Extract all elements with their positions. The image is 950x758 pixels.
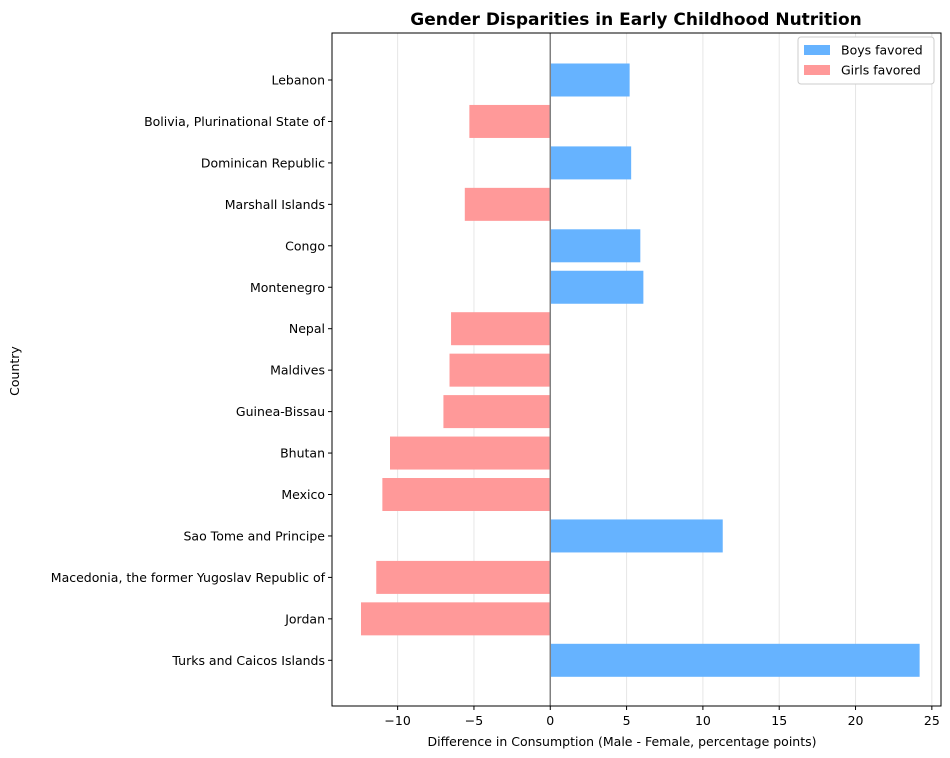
y-tick-label: Mexico — [281, 487, 325, 502]
plot-frame — [331, 32, 942, 707]
legend-swatch-girls — [804, 65, 830, 75]
y-axis: Lebanon Bolivia, Plurinational State of Do… — [51, 73, 332, 668]
y-tick-label: Congo — [285, 238, 325, 253]
y-tick-label: Marshall Islands — [225, 197, 325, 212]
bar-nepal — [451, 312, 551, 346]
bar-mexico — [382, 478, 551, 511]
legend-label-girls: Girls favored — [841, 63, 921, 78]
bar-lebanon — [550, 63, 630, 97]
x-tick-label: −10 — [384, 713, 410, 728]
y-tick-label: Bhutan — [280, 446, 325, 461]
y-tick-label: Dominican Republic — [201, 155, 325, 170]
x-tick-label: 10 — [695, 713, 711, 728]
legend-box — [797, 36, 935, 85]
legend: Boys favored Girls favored — [797, 36, 935, 85]
legend-swatch-boys — [804, 45, 830, 55]
y-tick-label: Guinea-Bissau — [236, 404, 325, 419]
y-tick-label: Jordan — [284, 611, 325, 626]
y-tick-label: Montenegro — [250, 280, 325, 295]
y-tick-label: Macedonia, the former Yugoslav Republic … — [51, 570, 326, 585]
legend-label-boys: Boys favored — [841, 43, 923, 58]
bar-montenegro — [550, 270, 644, 304]
y-tick-label: Sao Tome and Principe — [183, 528, 325, 543]
x-tick-label: 0 — [546, 713, 554, 728]
y-tick-label: Turks and Caicos Islands — [171, 653, 325, 668]
bar-bolivia-plurinational-state-of — [469, 104, 551, 138]
bars-layer — [361, 63, 920, 677]
bar-marshall-islands — [464, 187, 551, 221]
bar-bhutan — [390, 436, 551, 470]
x-tick-label: 25 — [924, 713, 940, 728]
y-tick-label: Maldives — [270, 363, 325, 378]
bar-turks-and-caicos-islands — [550, 643, 920, 677]
x-tick-label: 20 — [848, 713, 864, 728]
x-axis: −10 −5 0 5 10 15 20 25 — [384, 706, 940, 728]
chart-title: Gender Disparities in Early Childhood Nu… — [410, 10, 862, 30]
x-tick-label: 5 — [623, 713, 631, 728]
bar-maldives — [449, 353, 551, 387]
bar-dominican-republic — [550, 146, 632, 180]
y-tick-label: Nepal — [289, 321, 325, 336]
bar-guinea-bissau — [443, 395, 551, 429]
x-tick-label: 15 — [771, 713, 787, 728]
y-axis-label: Country — [7, 346, 22, 396]
bar-sao-tome-and-principe — [550, 519, 723, 553]
x-axis-label: Difference in Consumption (Male - Female… — [427, 734, 816, 749]
y-tick-label: Bolivia, Plurinational State of — [144, 114, 326, 129]
bar-macedonia-the-former-yugoslav-republic-of — [376, 560, 551, 594]
x-tick-label: −5 — [465, 713, 483, 728]
bar-jordan — [361, 602, 551, 636]
y-tick-label: Lebanon — [271, 73, 325, 88]
bar-congo — [550, 229, 641, 263]
